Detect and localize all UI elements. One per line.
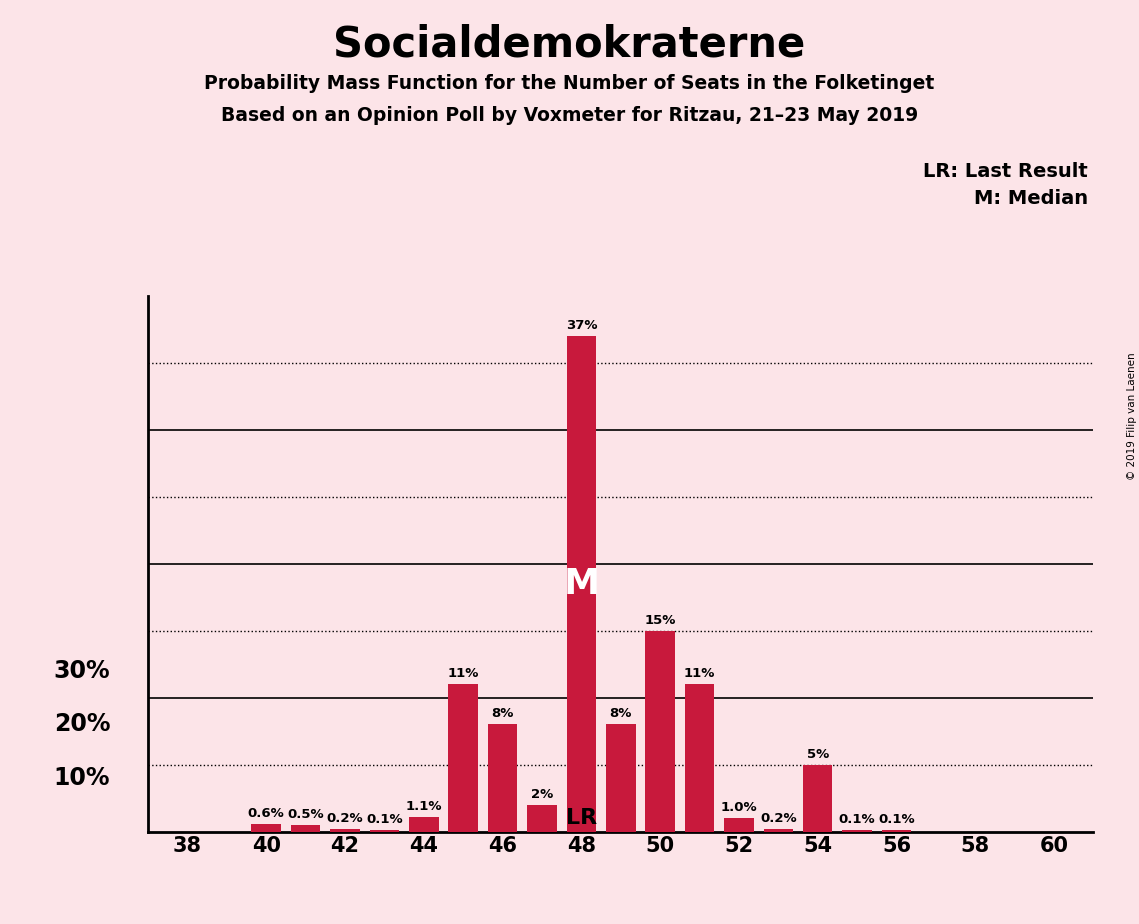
Bar xyxy=(606,724,636,832)
Text: 0.1%: 0.1% xyxy=(878,813,915,826)
Text: 0.2%: 0.2% xyxy=(760,812,796,825)
Text: 37%: 37% xyxy=(566,319,597,332)
Text: 20%: 20% xyxy=(54,712,110,736)
Text: 0.5%: 0.5% xyxy=(287,808,323,821)
Bar xyxy=(803,765,833,832)
Bar xyxy=(646,630,675,832)
Bar xyxy=(290,825,320,832)
Text: Socialdemokraterne: Socialdemokraterne xyxy=(334,23,805,65)
Text: LR: LR xyxy=(566,808,597,828)
Text: 8%: 8% xyxy=(609,708,632,721)
Bar xyxy=(370,831,399,832)
Bar xyxy=(449,684,478,832)
Text: Probability Mass Function for the Number of Seats in the Folketinget: Probability Mass Function for the Number… xyxy=(204,74,935,93)
Bar xyxy=(487,724,517,832)
Text: 0.6%: 0.6% xyxy=(248,807,285,820)
Bar xyxy=(527,805,557,832)
Text: Based on an Opinion Poll by Voxmeter for Ritzau, 21–23 May 2019: Based on an Opinion Poll by Voxmeter for… xyxy=(221,106,918,126)
Text: 5%: 5% xyxy=(806,748,829,760)
Text: 30%: 30% xyxy=(54,659,110,683)
Bar xyxy=(763,829,793,832)
Bar xyxy=(882,831,911,832)
Bar xyxy=(685,684,714,832)
Bar xyxy=(566,336,596,832)
Bar xyxy=(843,831,871,832)
Text: LR: Last Result: LR: Last Result xyxy=(923,162,1088,181)
Text: 11%: 11% xyxy=(448,667,478,680)
Text: © 2019 Filip van Laenen: © 2019 Filip van Laenen xyxy=(1126,352,1137,480)
Text: 0.2%: 0.2% xyxy=(327,812,363,825)
Bar xyxy=(252,823,281,832)
Text: 10%: 10% xyxy=(54,766,110,790)
Bar xyxy=(330,829,360,832)
Text: 0.1%: 0.1% xyxy=(838,813,876,826)
Text: 0.1%: 0.1% xyxy=(366,813,403,826)
Bar xyxy=(724,819,754,832)
Text: 2%: 2% xyxy=(531,788,554,801)
Text: M: M xyxy=(564,566,599,601)
Text: M: Median: M: Median xyxy=(974,189,1088,209)
Text: 1.0%: 1.0% xyxy=(721,801,757,814)
Text: 8%: 8% xyxy=(491,708,514,721)
Text: 11%: 11% xyxy=(683,667,715,680)
Bar xyxy=(409,817,439,832)
Text: 1.1%: 1.1% xyxy=(405,800,442,813)
Text: 15%: 15% xyxy=(645,614,675,626)
